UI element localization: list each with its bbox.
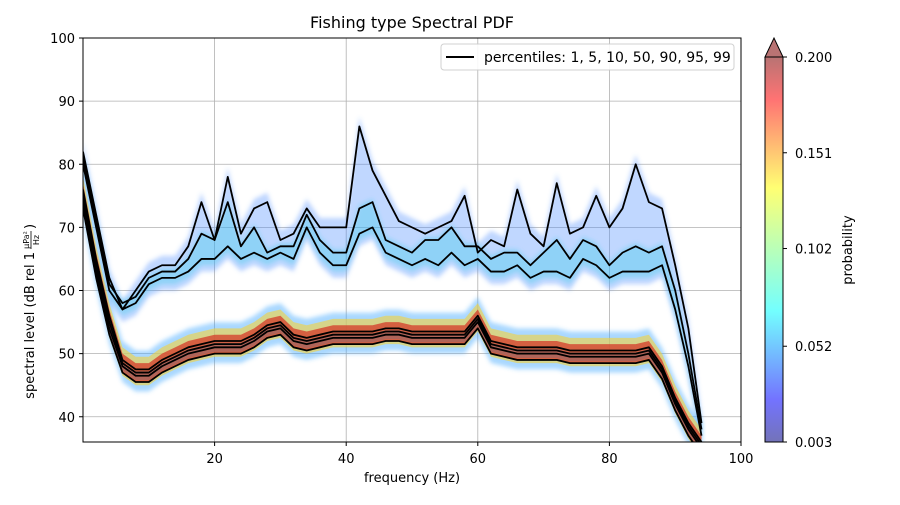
y-tick-label: 90 — [58, 95, 75, 110]
y-axis-label-suffix: ) — [23, 224, 38, 229]
colorbar-tick-label: 0.052 — [795, 340, 832, 355]
y-tick-label: 40 — [58, 411, 75, 426]
chart-title: Fishing type Spectral PDF — [310, 13, 514, 32]
plot-frame — [82, 37, 742, 443]
legend: percentiles: 1, 5, 10, 50, 90, 95, 99 — [440, 43, 735, 71]
x-tick-label: 60 — [470, 452, 487, 467]
legend-box — [440, 43, 735, 71]
percentile-line-p90 — [83, 164, 703, 436]
y-tick-label: 50 — [58, 348, 75, 363]
colorbar-label: probability — [841, 215, 856, 285]
x-axis-label: frequency (Hz) — [364, 471, 460, 486]
x-tick-label: 80 — [601, 452, 618, 467]
y-tick-label: 70 — [58, 221, 75, 236]
colorbar-tick-label: 0.102 — [795, 243, 832, 258]
percentile-lines — [83, 125, 703, 442]
colorbar-frame — [764, 57, 784, 443]
colorbar-tick-label: 0.200 — [795, 51, 832, 66]
y-axis-unit-numerator: µPa² — [22, 231, 31, 249]
percentile-line-p5 — [83, 201, 699, 442]
percentile-line-p95 — [83, 157, 703, 430]
y-axis-label-prefix: spectral level (dB rel 1 — [23, 252, 38, 399]
x-tick-label: 20 — [206, 452, 223, 467]
y-axis-label: spectral level (dB rel 1 µPa² Hz ) — [22, 224, 41, 399]
colorbar-extend-arrow — [764, 36, 784, 58]
y-axis-ticks: 40 50 60 70 80 90 100 — [50, 32, 83, 426]
x-axis-ticks: 20 40 60 80 100 — [206, 442, 753, 467]
colorbar-gradient — [765, 57, 783, 442]
y-tick-label: 60 — [58, 285, 75, 300]
y-axis-unit-denominator: Hz — [32, 235, 41, 245]
colorbar: 0.003 0.052 0.102 0.151 0.200 probability — [764, 36, 856, 451]
percentile-line-p10 — [83, 195, 701, 442]
percentile-line-p1 — [83, 208, 694, 442]
x-tick-label: 100 — [729, 452, 754, 467]
colorbar-tick-label: 0.003 — [795, 436, 832, 451]
colorbar-tick-label: 0.151 — [795, 147, 832, 162]
percentile-line-p99 — [83, 125, 703, 424]
y-tick-label: 100 — [50, 32, 75, 47]
percentile-line-p50 — [83, 189, 703, 442]
colorbar-ticks: 0.003 0.052 0.102 0.151 0.200 — [783, 51, 832, 451]
legend-label: percentiles: 1, 5, 10, 50, 90, 95, 99 — [484, 50, 731, 66]
y-tick-label: 80 — [58, 158, 75, 173]
x-tick-label: 40 — [338, 452, 355, 467]
